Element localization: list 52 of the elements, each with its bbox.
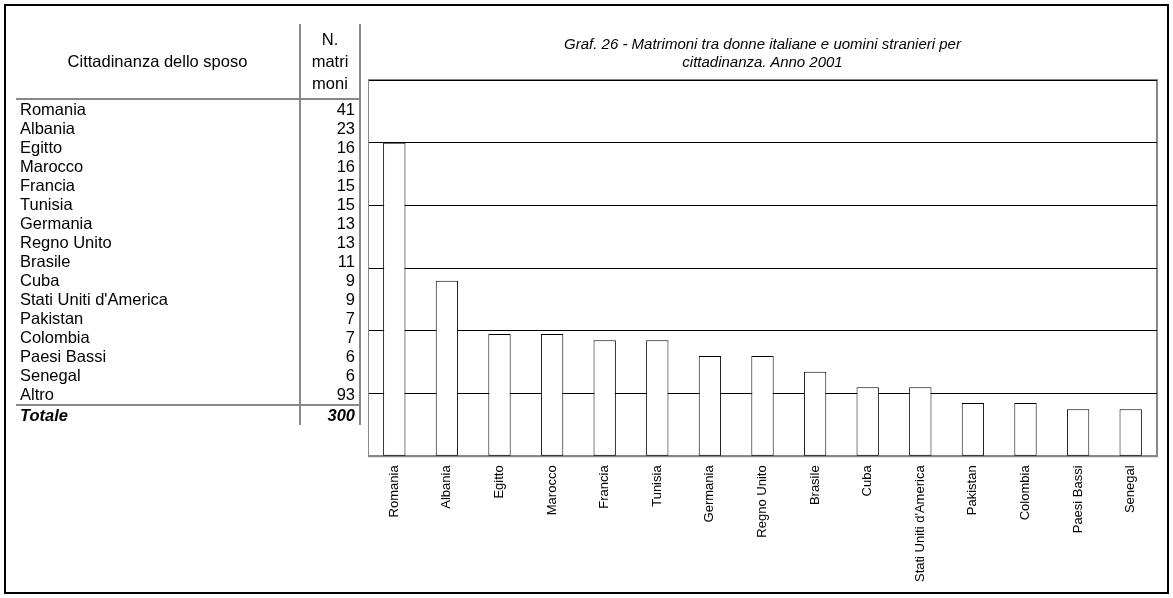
category-label: Marocco <box>19 157 85 176</box>
category-label: Regno Unito <box>19 233 113 252</box>
x-tick-label: Pakistan <box>964 465 980 516</box>
category-label: Senegal <box>19 366 82 385</box>
data-label: 13 <box>300 233 360 252</box>
data-label: 9 <box>300 290 360 309</box>
x-tick-label: Brasile <box>806 465 822 506</box>
data-label: 300 <box>300 405 360 425</box>
x-tick-label: Tunisia <box>648 464 664 507</box>
text: N. matri moni <box>300 24 360 99</box>
x-tick-label: Senegal <box>1122 465 1138 514</box>
data-label: 11 <box>300 252 360 271</box>
category-label: Colombia <box>19 328 91 347</box>
data-label: 13 <box>300 214 360 233</box>
category-label: Germania <box>19 214 94 233</box>
data-label: 41 <box>300 99 360 119</box>
x-tick-label: Regno Unito <box>754 465 770 538</box>
category-label: Egitto <box>19 138 64 157</box>
category-label: Brasile <box>19 252 72 271</box>
category-label: Tunisia <box>19 195 74 214</box>
x-tick-label: Germania <box>701 464 717 523</box>
data-label: 93 <box>300 385 360 405</box>
data-label: 23 <box>300 119 360 138</box>
category-label: Cuba <box>19 271 61 290</box>
x-tick-label: Cuba <box>859 464 875 497</box>
category-label: Totale <box>16 405 300 425</box>
data-label: 6 <box>300 366 360 385</box>
data-label: 15 <box>300 176 360 195</box>
text: Cittadinanza dello sposo <box>16 24 300 99</box>
x-tick-label: Stati Uniti d'America <box>911 464 927 583</box>
category-label: Romania <box>19 99 88 119</box>
x-tick-label: Marocco <box>543 465 559 516</box>
data-label: 6 <box>300 347 360 366</box>
category-label: Paesi Bassi <box>19 347 108 366</box>
data-label: 7 <box>300 328 360 347</box>
category-label: Francia <box>19 176 77 195</box>
data-label: 9 <box>300 271 360 290</box>
x-tick-label: Egitto <box>491 465 507 499</box>
chart-title: Graf. 26 - Matrimoni tra donne italiane e uomini stranieri per cittadinanza. Anno 2001 <box>564 35 962 71</box>
x-tick-label: Colombia <box>1017 464 1033 521</box>
x-tick-label: Albania <box>438 464 454 509</box>
data-label: 16 <box>300 138 360 157</box>
data-label: 16 <box>300 157 360 176</box>
x-tick-label: Romania <box>385 464 401 518</box>
x-tick-label: Francia <box>596 464 612 509</box>
category-label: Pakistan <box>19 309 85 328</box>
x-tick-label: Paesi Bassi <box>1069 465 1085 534</box>
category-label: Altro <box>19 385 55 405</box>
data-label: 15 <box>300 195 360 214</box>
data-label: 7 <box>300 309 360 328</box>
category-label: Stati Uniti d'America <box>19 290 170 309</box>
category-label: Albania <box>19 119 77 138</box>
